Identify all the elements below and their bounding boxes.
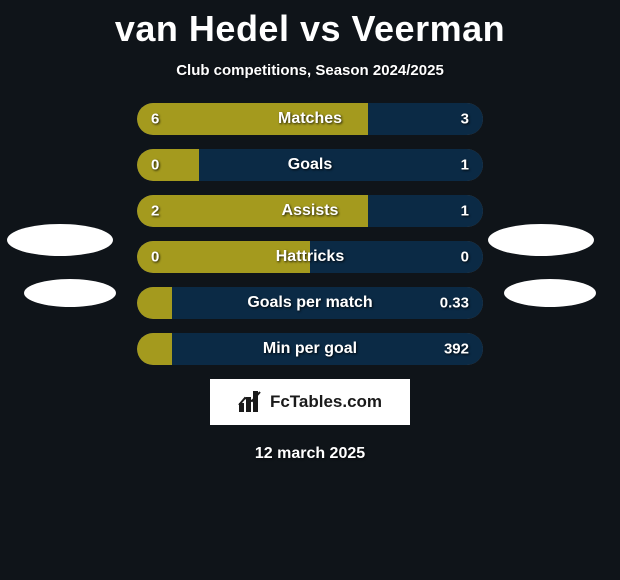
bar-left-fill <box>137 287 172 319</box>
stat-right-value: 3 <box>461 111 469 128</box>
bar-left-fill <box>137 103 368 135</box>
bar-right-fill <box>172 287 483 319</box>
player-left-avatar-2 <box>24 279 116 307</box>
stat-row: 392Min per goal <box>0 333 620 365</box>
stat-right-value: 1 <box>461 203 469 220</box>
stat-right-value: 1 <box>461 157 469 174</box>
brand-logo-icon <box>238 391 264 413</box>
bar-right-fill <box>172 333 483 365</box>
stat-left-value: 6 <box>151 111 159 128</box>
stat-bar: 21Assists <box>137 195 483 227</box>
bar-left-fill <box>137 241 310 273</box>
stat-bar: 01Goals <box>137 149 483 181</box>
stat-bar: 63Matches <box>137 103 483 135</box>
stat-bar: 392Min per goal <box>137 333 483 365</box>
brand-text: FcTables.com <box>270 392 382 412</box>
stat-row: 01Goals <box>0 149 620 181</box>
stat-left-value: 0 <box>151 157 159 174</box>
stat-bar: 00Hattricks <box>137 241 483 273</box>
date-label: 12 march 2025 <box>0 445 620 463</box>
stat-row: 63Matches <box>0 103 620 135</box>
stat-bar: 0.33Goals per match <box>137 287 483 319</box>
bar-left-fill <box>137 195 368 227</box>
stat-right-value: 392 <box>444 341 469 358</box>
stat-right-value: 0.33 <box>440 295 469 312</box>
brand-badge[interactable]: FcTables.com <box>210 379 410 425</box>
stat-left-value: 2 <box>151 203 159 220</box>
page-title: van Hedel vs Veerman <box>0 0 620 50</box>
bar-right-fill <box>310 241 483 273</box>
stat-right-value: 0 <box>461 249 469 266</box>
player-right-avatar-2 <box>504 279 596 307</box>
bar-left-fill <box>137 149 199 181</box>
stat-row: 21Assists <box>0 195 620 227</box>
player-right-avatar-1 <box>488 224 594 256</box>
subtitle: Club competitions, Season 2024/2025 <box>0 62 620 79</box>
bar-right-fill <box>199 149 483 181</box>
comparison-chart: 63Matches01Goals21Assists00Hattricks0.33… <box>0 103 620 463</box>
stat-left-value: 0 <box>151 249 159 266</box>
player-left-avatar-1 <box>7 224 113 256</box>
bar-left-fill <box>137 333 172 365</box>
